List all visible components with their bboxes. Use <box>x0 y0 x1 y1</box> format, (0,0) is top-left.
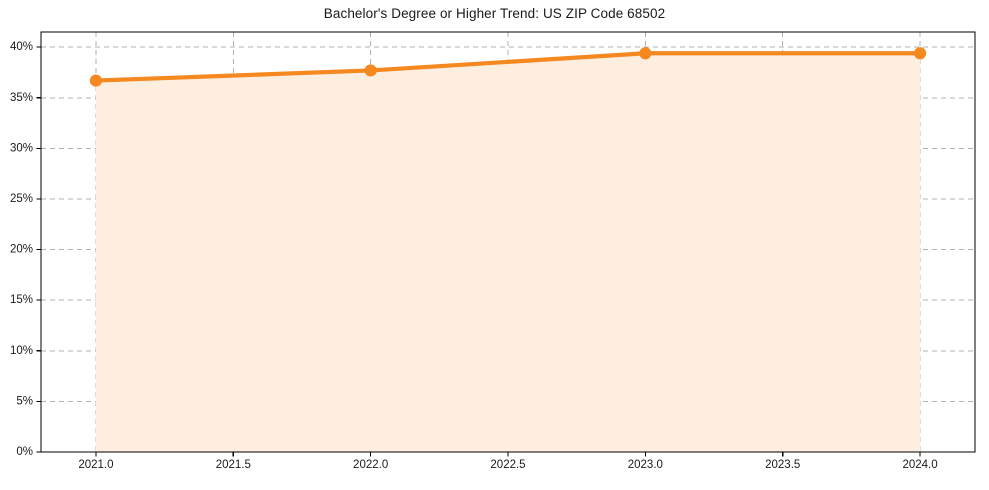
svg-text:25%: 25% <box>10 193 33 205</box>
chart-title: Bachelor's Degree or Higher Trend: US ZI… <box>323 6 666 21</box>
svg-text:2023.0: 2023.0 <box>628 459 663 471</box>
svg-text:15%: 15% <box>10 294 33 306</box>
svg-text:2021.0: 2021.0 <box>78 459 113 471</box>
svg-text:35%: 35% <box>10 92 33 104</box>
svg-text:2021.5: 2021.5 <box>216 459 251 471</box>
data-line <box>93 51 923 83</box>
area-fill <box>95 53 921 452</box>
svg-text:10%: 10% <box>10 345 33 357</box>
svg-text:2023.5: 2023.5 <box>765 459 800 471</box>
svg-text:30%: 30% <box>10 142 33 154</box>
svg-text:5%: 5% <box>16 395 33 407</box>
svg-text:2022.0: 2022.0 <box>353 459 388 471</box>
x-axis-tick-labels: 2021.0 2021.5 2022.0 2022.5 2023.0 2023.5 2024… <box>78 459 937 471</box>
svg-text:40%: 40% <box>10 41 33 53</box>
svg-text:20%: 20% <box>10 244 33 256</box>
svg-text:0%: 0% <box>16 446 33 458</box>
svg-text:2022.5: 2022.5 <box>490 459 525 471</box>
data-point-markers <box>89 47 927 87</box>
x-axis-tickmarks <box>95 452 921 457</box>
svg-text:2024.0: 2024.0 <box>902 459 937 471</box>
y-axis-tick-labels: 0% 5% 10% 15% 20% 25% 30% 35% 40% <box>10 41 33 458</box>
y-axis-tickmarks <box>36 46 41 453</box>
